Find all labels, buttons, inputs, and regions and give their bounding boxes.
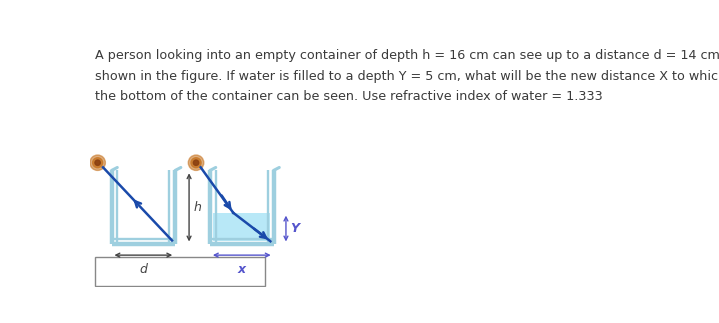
Circle shape [93, 158, 103, 168]
Text: the bottom of the container can be seen. Use refractive index of water = 1.333: the bottom of the container can be seen.… [94, 90, 603, 103]
Text: Y: Y [290, 222, 299, 235]
Circle shape [95, 160, 101, 165]
Text: shown in the figure. If water is filled to a depth Y = 5 cm, what will be the ne: shown in the figure. If water is filled … [94, 69, 719, 83]
Circle shape [90, 155, 106, 171]
Bar [213, 213, 270, 241]
Text: h: h [193, 201, 201, 214]
Circle shape [193, 160, 198, 165]
Text: A person looking into an empty container of depth h = 16 cm can see up to a dist: A person looking into an empty container… [94, 49, 719, 62]
Bar [94, 257, 265, 286]
Circle shape [191, 158, 201, 168]
Circle shape [188, 155, 203, 171]
Text: x: x [238, 263, 246, 276]
Text: d: d [139, 263, 147, 276]
